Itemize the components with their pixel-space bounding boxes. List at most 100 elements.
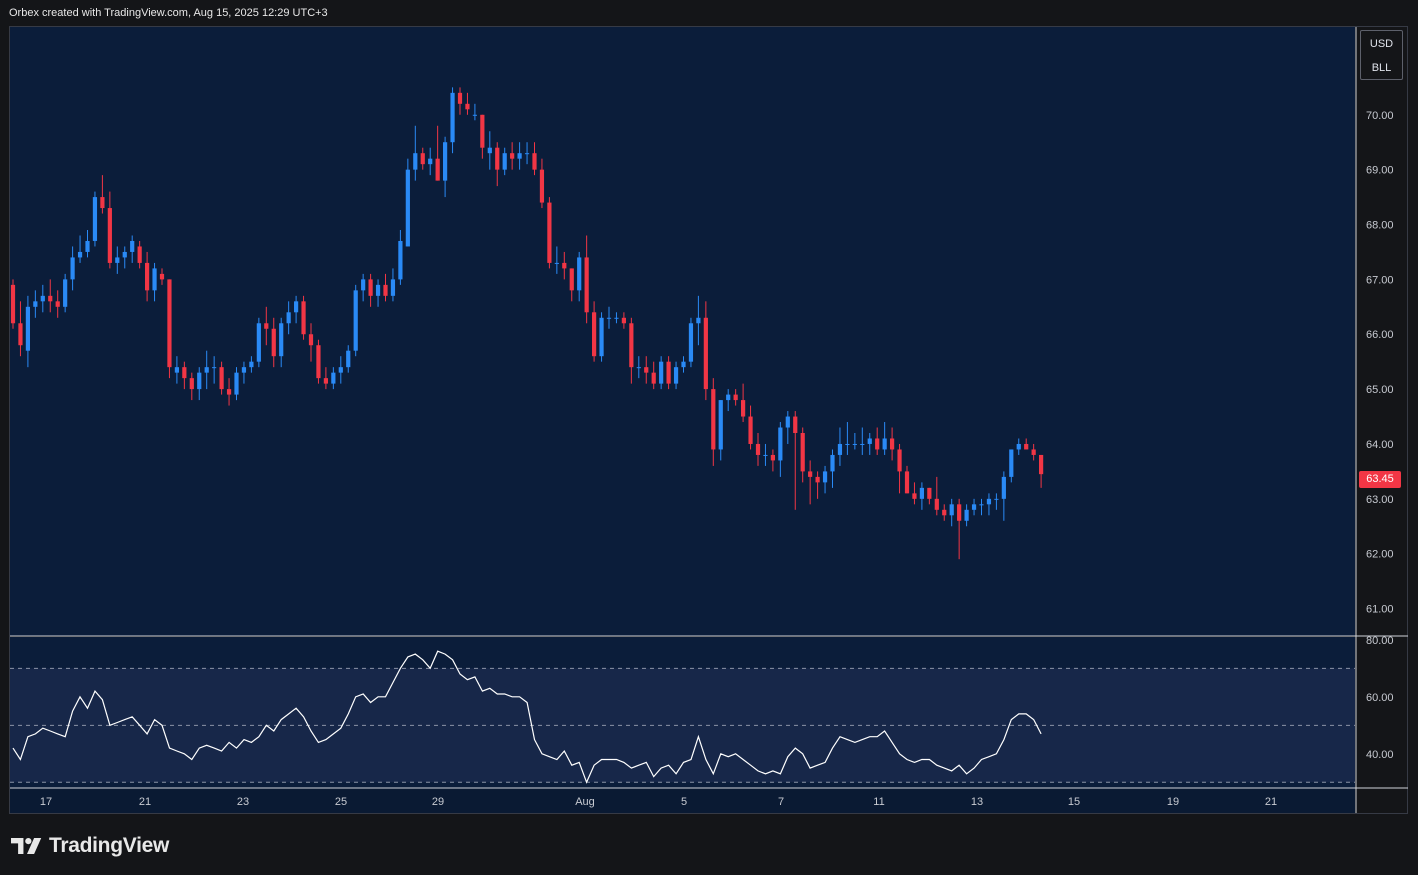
candle: [785, 411, 790, 444]
candle-body: [353, 290, 358, 351]
price-scale-unit-selector[interactable]: USD BLL: [1360, 30, 1403, 80]
candle-body: [681, 361, 686, 368]
candle: [904, 465, 910, 494]
candle-body: [85, 240, 90, 252]
candle-body: [457, 92, 463, 104]
candle: [651, 361, 656, 390]
time-tick-label: 15: [1068, 796, 1080, 808]
candle: [264, 306, 269, 346]
candle-body: [808, 471, 813, 477]
candle-body: [63, 279, 68, 307]
candle: [271, 317, 276, 368]
candle: [718, 400, 723, 461]
candle-body: [70, 257, 75, 280]
candle-body: [927, 487, 932, 499]
candle-body: [592, 312, 597, 357]
candle: [115, 246, 120, 274]
candle: [241, 361, 247, 384]
candle: [808, 460, 813, 505]
candle-body: [361, 279, 366, 291]
time-tick-label: 21: [139, 796, 151, 808]
candle-body: [599, 317, 604, 357]
candle-body: [860, 443, 865, 445]
candle: [688, 317, 694, 368]
candle-body: [629, 323, 634, 368]
candle: [435, 125, 440, 181]
candle: [1024, 438, 1029, 450]
candle-body: [547, 202, 552, 263]
candle-body: [189, 378, 194, 390]
candle: [480, 114, 485, 159]
candle-body: [584, 257, 589, 313]
candle: [837, 427, 843, 466]
candle: [323, 367, 328, 390]
candle: [55, 290, 60, 318]
candle: [174, 356, 179, 384]
candle: [748, 405, 753, 450]
candle-body: [569, 268, 574, 291]
candle-body: [696, 317, 701, 324]
candle-body: [115, 257, 120, 263]
candle: [346, 345, 351, 373]
candle-body: [934, 498, 939, 510]
candle: [383, 273, 388, 302]
price-tick-label: 68.00: [1366, 220, 1394, 232]
tradingview-wordmark: TradingView: [49, 834, 170, 857]
candle: [286, 301, 291, 335]
candle-body: [651, 372, 656, 384]
candle: [301, 295, 306, 340]
candle-body: [301, 301, 306, 335]
candle: [666, 356, 671, 390]
candle: [63, 273, 68, 313]
candle-body: [286, 312, 291, 324]
candle: [822, 465, 828, 494]
candle: [398, 230, 403, 285]
candle-body: [33, 301, 38, 307]
candle: [741, 383, 746, 423]
candle: [919, 482, 924, 510]
candle: [994, 493, 999, 510]
candle-body: [711, 389, 716, 450]
candle: [599, 312, 604, 362]
candle: [510, 142, 515, 170]
time-tick-label: 13: [971, 796, 983, 808]
candle-body: [1031, 449, 1036, 455]
candle: [189, 372, 194, 401]
candle: [182, 361, 187, 390]
candle-body: [271, 328, 276, 357]
candle: [636, 356, 641, 379]
candle: [852, 433, 857, 450]
candle-body: [92, 197, 98, 241]
candle: [584, 235, 589, 324]
candle-body: [174, 367, 179, 373]
oscillator-tick-label: 40.00: [1366, 749, 1394, 761]
candle-body: [152, 268, 157, 291]
candle-body: [167, 279, 172, 368]
candle-body: [785, 416, 790, 428]
candle-body: [48, 295, 53, 302]
candle-body: [256, 323, 261, 362]
candle-body: [964, 509, 969, 521]
candle: [532, 142, 537, 176]
candle: [934, 476, 939, 516]
candle: [219, 361, 224, 395]
candle: [368, 273, 373, 307]
candle: [979, 498, 984, 516]
candle: [420, 147, 425, 170]
candle: [167, 279, 172, 379]
tradingview-branding[interactable]: TradingView: [11, 834, 169, 858]
candle-body: [502, 153, 507, 170]
candle-body: [748, 416, 753, 444]
candle-body: [390, 279, 396, 296]
candle: [644, 356, 649, 384]
candle: [524, 142, 530, 165]
candle: [562, 251, 567, 280]
candle: [390, 268, 396, 302]
time-tick-label: 29: [432, 796, 444, 808]
candle-body: [219, 367, 224, 390]
candle: [681, 356, 686, 373]
candle-body: [822, 471, 828, 483]
candle: [18, 301, 23, 357]
candle: [793, 411, 798, 510]
